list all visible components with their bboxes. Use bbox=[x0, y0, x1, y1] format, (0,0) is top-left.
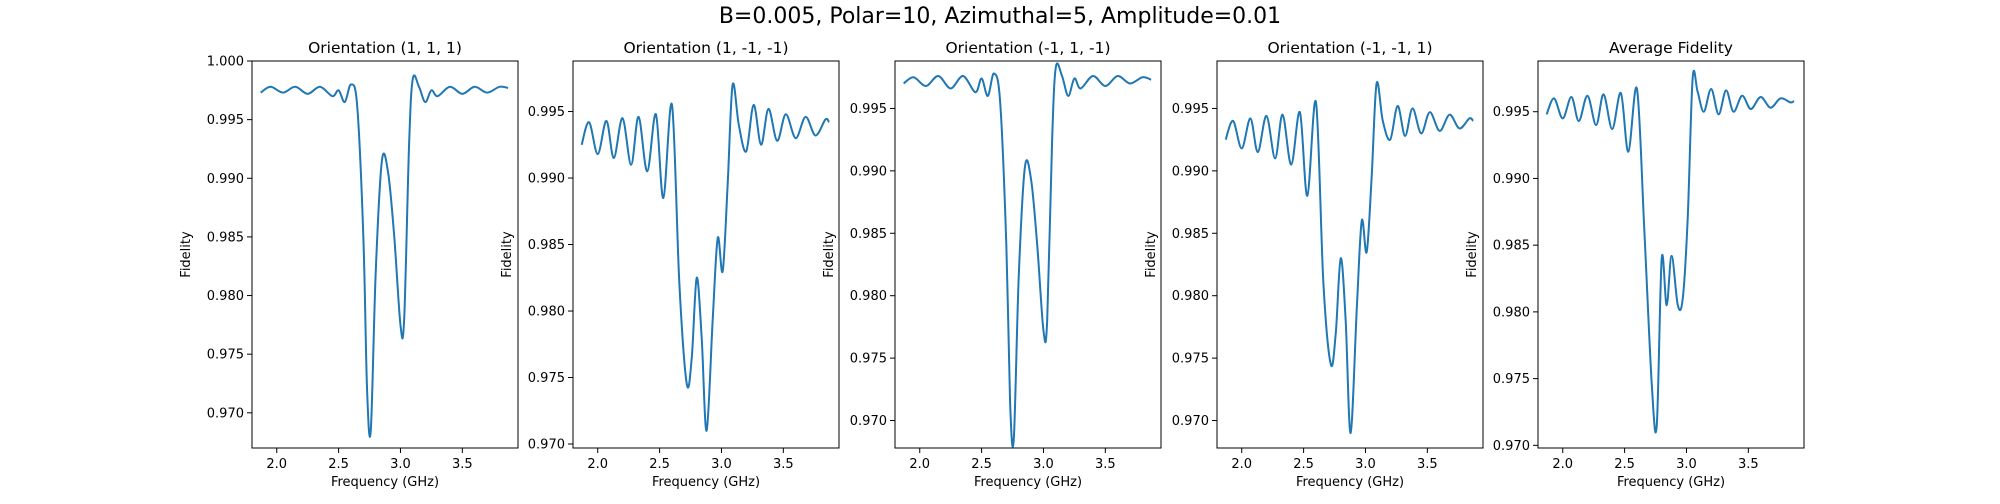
chart-2-ytick-label-0: 0.970 bbox=[850, 414, 887, 429]
chart-0-xtick-label-0: 2.0 bbox=[266, 457, 287, 472]
chart-0-ytick-label-2: 0.980 bbox=[207, 289, 244, 304]
chart-1-ytick-label-1: 0.975 bbox=[528, 371, 565, 386]
chart-3-ylabel: Fidelity bbox=[1144, 231, 1159, 278]
chart-1-ytick-label-5: 0.995 bbox=[528, 105, 565, 120]
chart-4-xlabel: Frequency (GHz) bbox=[1617, 475, 1725, 490]
chart-4-ytick-label-2: 0.980 bbox=[1493, 305, 1530, 320]
chart-4-axes-frame bbox=[1537, 60, 1805, 449]
chart-3-xtick-label-0: 2.0 bbox=[1231, 457, 1252, 472]
chart-2-xtick-label-0: 2.0 bbox=[909, 457, 930, 472]
chart-1-xtick-label-2: 3.0 bbox=[711, 457, 732, 472]
chart-2-xtick-label-2: 3.0 bbox=[1033, 457, 1054, 472]
chart-1-series-0-line bbox=[580, 82, 830, 432]
chart-2-ytick-label-4: 0.990 bbox=[850, 164, 887, 179]
chart-1-ytick-label-4: 0.990 bbox=[528, 172, 565, 187]
chart-2-xtick-label-3: 3.5 bbox=[1095, 457, 1116, 472]
figure-title: B=0.005, Polar=10, Azimuthal=5, Amplitud… bbox=[718, 4, 1282, 29]
chart-4-ytick-label-3: 0.985 bbox=[1493, 239, 1530, 254]
chart-4-xtick-label-1: 2.5 bbox=[1614, 457, 1635, 472]
chart-4-series-0-line bbox=[1545, 69, 1795, 434]
chart-0-series-0-line bbox=[260, 74, 509, 438]
chart-3-axes-frame bbox=[1216, 60, 1484, 449]
chart-2-title: Orientation (-1, 1, -1) bbox=[945, 39, 1110, 57]
chart-2-xlabel: Frequency (GHz) bbox=[974, 475, 1082, 490]
chart-4-ytick-label-5: 0.995 bbox=[1493, 105, 1530, 120]
chart-4-xtick-label-0: 2.0 bbox=[1552, 457, 1573, 472]
chart-1-ylabel: Fidelity bbox=[500, 231, 515, 278]
chart-2-ytick-label-3: 0.985 bbox=[850, 227, 887, 242]
chart-4-title: Average Fidelity bbox=[1609, 39, 1733, 57]
chart-1-xlabel: Frequency (GHz) bbox=[652, 475, 760, 490]
chart-0-xtick-label-3: 3.5 bbox=[452, 457, 473, 472]
chart-0-ytick-label-4: 0.990 bbox=[207, 172, 244, 187]
chart-1-ytick-label-0: 0.970 bbox=[528, 438, 565, 453]
chart-0-xlabel: Frequency (GHz) bbox=[331, 475, 439, 490]
chart-1-title: Orientation (1, -1, -1) bbox=[623, 39, 788, 57]
chart-0-ytick-label-0: 0.970 bbox=[207, 406, 244, 421]
chart-2-axes-frame bbox=[894, 60, 1162, 449]
chart-2-ylabel: Fidelity bbox=[822, 231, 837, 278]
chart-2-ytick-label-5: 0.995 bbox=[850, 102, 887, 117]
chart-3-ytick-label-5: 0.995 bbox=[1172, 102, 1209, 117]
chart-4-xtick-label-3: 3.5 bbox=[1738, 457, 1759, 472]
chart-3-ytick-label-4: 0.990 bbox=[1172, 164, 1209, 179]
chart-1-ytick-label-3: 0.985 bbox=[528, 238, 565, 253]
chart-3-title: Orientation (-1, -1, 1) bbox=[1267, 39, 1432, 57]
chart-1-ytick-label-2: 0.980 bbox=[528, 305, 565, 320]
chart-3-xtick-label-3: 3.5 bbox=[1417, 457, 1438, 472]
chart-0-axes-frame bbox=[251, 60, 519, 449]
chart-2-ytick-label-2: 0.980 bbox=[850, 289, 887, 304]
chart-0-ylabel: Fidelity bbox=[179, 231, 194, 278]
chart-1-xtick-label-1: 2.5 bbox=[649, 457, 670, 472]
chart-1-xtick-label-3: 3.5 bbox=[773, 457, 794, 472]
chart-0-xtick-label-1: 2.5 bbox=[328, 457, 349, 472]
chart-3-xlabel: Frequency (GHz) bbox=[1296, 475, 1404, 490]
chart-1-axes-frame bbox=[572, 60, 840, 449]
chart-0-ytick-label-6: 1.000 bbox=[207, 55, 244, 70]
chart-4-ylabel: Fidelity bbox=[1465, 231, 1480, 278]
chart-2-xtick-label-1: 2.5 bbox=[971, 457, 992, 472]
chart-0-ytick-label-5: 0.995 bbox=[207, 113, 244, 128]
chart-3-ytick-label-3: 0.985 bbox=[1172, 227, 1209, 242]
chart-3-series-0-line bbox=[1224, 81, 1474, 435]
chart-3-xtick-label-1: 2.5 bbox=[1293, 457, 1314, 472]
chart-0-ytick-label-3: 0.985 bbox=[207, 230, 244, 245]
chart-0-ytick-label-1: 0.975 bbox=[207, 348, 244, 363]
chart-4-ytick-label-1: 0.975 bbox=[1493, 372, 1530, 387]
chart-3-ytick-label-2: 0.980 bbox=[1172, 289, 1209, 304]
chart-0-title: Orientation (1, 1, 1) bbox=[308, 39, 462, 57]
chart-0-xtick-label-2: 3.0 bbox=[390, 457, 411, 472]
chart-3-ytick-label-0: 0.970 bbox=[1172, 414, 1209, 429]
chart-2-series-0-line bbox=[903, 62, 1152, 448]
chart-3-ytick-label-1: 0.975 bbox=[1172, 352, 1209, 367]
chart-4-ytick-label-0: 0.970 bbox=[1493, 439, 1530, 454]
chart-4-xtick-label-2: 3.0 bbox=[1676, 457, 1697, 472]
chart-3-xtick-label-2: 3.0 bbox=[1355, 457, 1376, 472]
chart-1-xtick-label-0: 2.0 bbox=[587, 457, 608, 472]
chart-4-ytick-label-4: 0.990 bbox=[1493, 172, 1530, 187]
chart-2-ytick-label-1: 0.975 bbox=[850, 352, 887, 367]
